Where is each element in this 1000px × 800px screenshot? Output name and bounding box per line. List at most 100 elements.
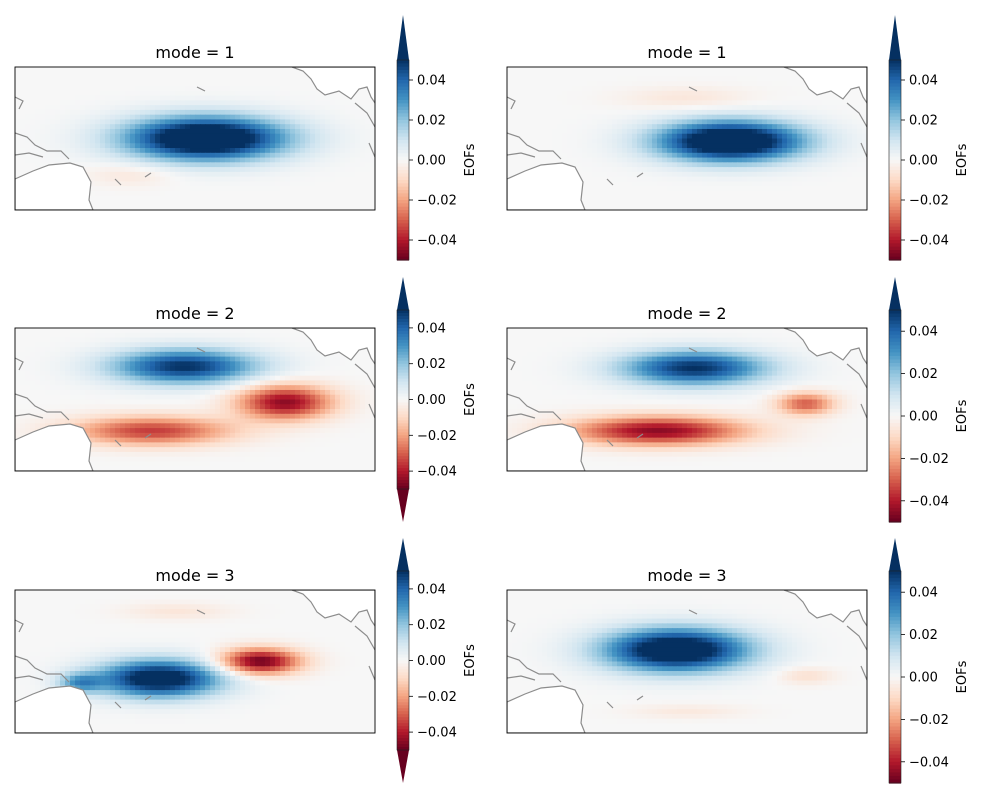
field-cell [607, 171, 613, 178]
field-cell [547, 95, 553, 101]
field-cell [647, 67, 653, 73]
field-cell [280, 95, 286, 101]
field-cell [627, 138, 633, 144]
field-cell [577, 171, 583, 178]
field-cell [110, 200, 116, 206]
field-cell [370, 157, 375, 163]
field-cell [787, 200, 793, 206]
field-cell [195, 119, 201, 125]
field-cell [847, 157, 853, 163]
field-cell [792, 195, 798, 202]
field-cell [592, 190, 598, 197]
field-cell [782, 100, 788, 106]
field-cell [727, 119, 733, 125]
field-cell [847, 186, 853, 192]
field-cell [812, 138, 818, 144]
field-cell [110, 76, 116, 82]
field-cell [210, 76, 216, 82]
field-cell [847, 176, 853, 182]
field-cell [105, 86, 111, 92]
field-cell [657, 148, 663, 154]
field-cell [150, 332, 156, 339]
field-cell [130, 181, 136, 187]
field-cell [40, 162, 46, 168]
field-cell [85, 81, 91, 87]
field-cell [657, 195, 663, 202]
land-indonesia [507, 132, 562, 160]
field-cell [215, 356, 221, 362]
field-cell [85, 157, 91, 163]
field-cell [717, 71, 723, 78]
field-cell [265, 133, 271, 140]
field-cell [345, 138, 351, 144]
field-cell [280, 332, 286, 339]
field-cell [325, 128, 331, 135]
field-cell [185, 195, 191, 202]
field-cell [847, 128, 853, 135]
field-cell [320, 114, 326, 121]
field-cell [345, 95, 351, 101]
field-cell [607, 148, 613, 154]
field-cell [250, 95, 256, 101]
field-cell [582, 81, 588, 87]
field-cell [205, 105, 211, 111]
field-cell [65, 119, 71, 125]
field-cell [702, 90, 708, 97]
field-cell [822, 200, 828, 206]
field-cell [90, 351, 96, 358]
field-cell [240, 337, 246, 343]
field-cell [542, 95, 548, 101]
field-cell [682, 176, 688, 182]
field-cell [130, 86, 136, 92]
field-cell [817, 186, 823, 192]
field-cell [687, 100, 693, 106]
field-cell [622, 71, 628, 78]
field-cell [220, 148, 226, 154]
field-cell [732, 138, 738, 144]
field-cell [25, 148, 31, 154]
field-cell [692, 105, 698, 111]
field-cell [617, 195, 623, 202]
field-cell [125, 195, 131, 202]
field-cell [115, 152, 121, 159]
field-cell [145, 114, 151, 121]
field-cell [175, 124, 181, 130]
field-cell [772, 205, 778, 210]
field-cell [355, 162, 361, 168]
field-cell [707, 157, 713, 163]
field-cell [300, 100, 306, 106]
field-cell [180, 181, 186, 187]
field-cell [747, 90, 753, 97]
field-cell [80, 114, 86, 121]
field-cell [667, 90, 673, 97]
field-cell [35, 109, 41, 116]
field-cell [140, 138, 146, 144]
field-cell [330, 143, 336, 149]
field-cell [170, 95, 176, 101]
field-cell [797, 195, 803, 202]
colorbar-segment [397, 230, 409, 234]
field-cell [567, 67, 573, 73]
field-cell [692, 171, 698, 178]
field-cell [557, 148, 563, 154]
field-cell [330, 171, 336, 178]
field-cell [40, 332, 46, 339]
field-cell [642, 200, 648, 206]
field-cell [355, 200, 361, 206]
colorbar-segment [889, 136, 901, 141]
field-cell [245, 152, 251, 159]
field-cell [712, 90, 718, 97]
field-cell [290, 328, 296, 334]
field-cell [862, 105, 867, 111]
field-cell [777, 200, 783, 206]
field-cell [687, 200, 693, 206]
field-cell [527, 138, 533, 144]
field-cell [335, 143, 341, 149]
field-cell [55, 328, 61, 334]
field-cell [230, 138, 236, 144]
field-cell [652, 71, 658, 78]
field-cell [857, 124, 863, 130]
field-cell [15, 162, 21, 168]
field-cell [712, 128, 718, 135]
field-cell [280, 109, 286, 116]
